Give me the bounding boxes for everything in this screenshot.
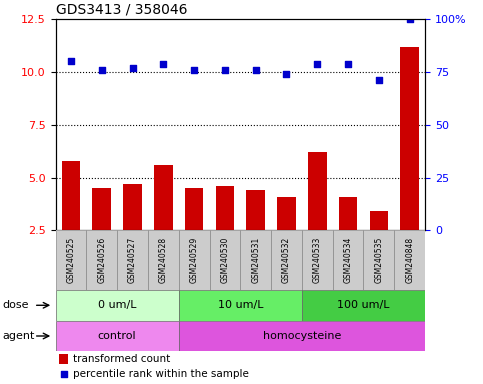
Bar bbox=[215, 186, 234, 230]
Bar bbox=[62, 161, 80, 230]
Bar bbox=[179, 230, 210, 290]
Point bbox=[406, 16, 413, 22]
Bar bbox=[271, 230, 302, 290]
Bar bbox=[56, 321, 179, 351]
Text: GSM240532: GSM240532 bbox=[282, 237, 291, 283]
Bar bbox=[56, 230, 86, 290]
Bar bbox=[240, 230, 271, 290]
Point bbox=[190, 67, 198, 73]
Point bbox=[375, 78, 383, 84]
Text: control: control bbox=[98, 331, 136, 341]
Bar bbox=[369, 211, 388, 230]
Bar bbox=[179, 290, 302, 321]
Text: GSM240530: GSM240530 bbox=[220, 237, 229, 283]
Text: 10 um/L: 10 um/L bbox=[217, 300, 263, 310]
Text: GSM240528: GSM240528 bbox=[159, 237, 168, 283]
Text: GDS3413 / 358046: GDS3413 / 358046 bbox=[56, 3, 187, 17]
Bar bbox=[154, 165, 172, 230]
Point bbox=[128, 65, 136, 71]
Bar bbox=[246, 190, 265, 230]
Bar bbox=[400, 47, 419, 230]
Text: GSM240533: GSM240533 bbox=[313, 237, 322, 283]
Point bbox=[283, 71, 290, 77]
Point bbox=[344, 61, 352, 67]
Text: GSM240529: GSM240529 bbox=[190, 237, 199, 283]
Bar bbox=[364, 230, 394, 290]
Text: percentile rank within the sample: percentile rank within the sample bbox=[73, 369, 249, 379]
Bar bbox=[308, 152, 327, 230]
Text: GSM240535: GSM240535 bbox=[374, 237, 384, 283]
Bar bbox=[302, 290, 425, 321]
Bar bbox=[117, 230, 148, 290]
Text: GSM240848: GSM240848 bbox=[405, 237, 414, 283]
Bar bbox=[210, 230, 240, 290]
Point bbox=[313, 61, 321, 67]
Bar bbox=[185, 188, 203, 230]
Point bbox=[252, 67, 259, 73]
Bar bbox=[123, 184, 142, 230]
Text: GSM240527: GSM240527 bbox=[128, 237, 137, 283]
Text: homocysteine: homocysteine bbox=[263, 331, 341, 341]
Bar bbox=[56, 290, 179, 321]
Bar bbox=[302, 230, 333, 290]
Text: GSM240534: GSM240534 bbox=[343, 237, 353, 283]
Bar bbox=[394, 230, 425, 290]
Text: transformed count: transformed count bbox=[73, 354, 170, 364]
Text: GSM240525: GSM240525 bbox=[67, 237, 75, 283]
Text: GSM240526: GSM240526 bbox=[97, 237, 106, 283]
Text: GSM240531: GSM240531 bbox=[251, 237, 260, 283]
Bar bbox=[86, 230, 117, 290]
Bar bbox=[148, 230, 179, 290]
Point bbox=[221, 67, 229, 73]
Point bbox=[159, 61, 167, 67]
Text: dose: dose bbox=[2, 300, 29, 310]
Bar bbox=[179, 321, 425, 351]
Bar bbox=[339, 197, 357, 230]
Point bbox=[67, 58, 75, 65]
Bar bbox=[277, 197, 296, 230]
Text: 0 um/L: 0 um/L bbox=[98, 300, 136, 310]
Text: agent: agent bbox=[2, 331, 35, 341]
Bar bbox=[59, 354, 69, 364]
Point bbox=[60, 371, 68, 377]
Bar bbox=[92, 188, 111, 230]
Text: 100 um/L: 100 um/L bbox=[337, 300, 390, 310]
Bar bbox=[333, 230, 364, 290]
Point bbox=[98, 67, 106, 73]
